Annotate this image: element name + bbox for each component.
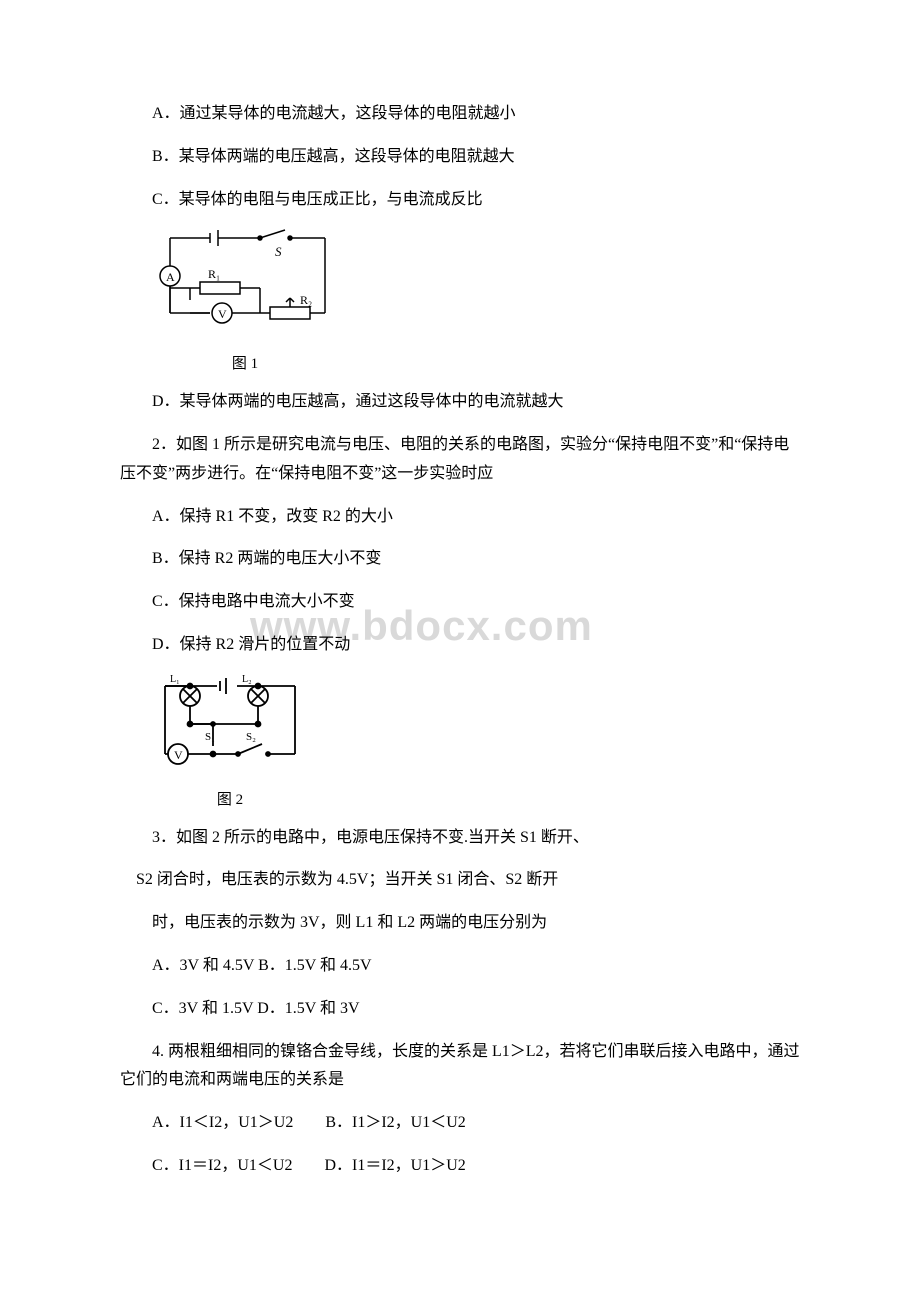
q2-option-d: D．保持 R2 滑片的位置不动 — [120, 631, 800, 660]
q4-option-c: C．I1＝I2，U1＜U2 — [152, 1157, 292, 1174]
q4-option-row-ab: A．I1＜I2，U1＞U2 B．I1＞I2，U1＜U2 — [120, 1109, 800, 1138]
figure-2-caption: 图 2 — [150, 787, 310, 814]
q2-stem: 2．如图 1 所示是研究电流与电压、电阻的关系的电路图，实验分“保持电阻不变”和… — [120, 431, 800, 489]
figure-1-caption: 图 1 — [150, 351, 340, 378]
q2-option-c: C．保持电路中电流大小不变 — [120, 588, 800, 617]
q3-stem-3: 时，电压表的示数为 3V，则 L1 和 L2 两端的电压分别为 — [120, 909, 800, 938]
q1-option-b: B．某导体两端的电压越高，这段导体的电阻就越大 — [120, 143, 800, 172]
q1-option-d: D．某导体两端的电压越高，通过这段导体中的电流就越大 — [120, 388, 800, 417]
figure-2: L₁ L₂ — [150, 674, 800, 814]
q3-stem-2: S2 闭合时，电压表的示数为 4.5V；当开关 S1 闭合、S2 断开 — [120, 866, 800, 895]
q4-option-row-cd: C．I1＝I2，U1＜U2 D．I1＝I2，U1＞U2 — [120, 1152, 800, 1181]
q4-option-d: D．I1＝I2，U1＞U2 — [324, 1157, 465, 1174]
q1-option-c: C．某导体的电阻与电压成正比，与电流成反比 — [120, 186, 800, 215]
q4-stem: 4. 两根粗细相同的镍铬合金导线，长度的关系是 L1＞L2，若将它们串联后接入电… — [120, 1038, 800, 1096]
svg-text:A: A — [166, 270, 175, 284]
figure-1: S A R₁ V — [150, 228, 800, 378]
svg-text:L₁: L₁ — [170, 674, 180, 685]
q3-option-cd: C．3V 和 1.5V D．1.5V 和 3V — [120, 995, 800, 1024]
q4-option-a: A．I1＜I2，U1＞U2 — [152, 1114, 293, 1131]
svg-text:L₂: L₂ — [242, 674, 252, 685]
circuit-diagram-1: S A R₁ V — [150, 228, 340, 338]
svg-text:R₂: R₂ — [300, 293, 312, 307]
q2-option-a: A．保持 R1 不变，改变 R2 的大小 — [120, 503, 800, 532]
q4-option-b: B．I1＞I2，U1＜U2 — [325, 1114, 465, 1131]
q1-option-a: A．通过某导体的电流越大，这段导体的电阻就越小 — [120, 100, 800, 129]
svg-text:V: V — [218, 307, 227, 321]
svg-text:R₁: R₁ — [208, 267, 220, 281]
svg-text:V: V — [174, 748, 183, 762]
q3-stem-1: 3．如图 2 所示的电路中，电源电压保持不变.当开关 S1 断开、 — [120, 824, 800, 853]
svg-text:S₁: S₁ — [205, 731, 215, 743]
svg-text:S: S — [275, 244, 282, 259]
circuit-diagram-2: L₁ L₂ — [150, 674, 310, 774]
page-content: A．通过某导体的电流越大，这段导体的电阻就越小 B．某导体两端的电压越高，这段导… — [120, 100, 800, 1181]
q2-option-b: B．保持 R2 两端的电压大小不变 — [120, 545, 800, 574]
svg-text:S₂: S₂ — [246, 731, 256, 743]
q3-option-ab: A．3V 和 4.5V B．1.5V 和 4.5V — [120, 952, 800, 981]
